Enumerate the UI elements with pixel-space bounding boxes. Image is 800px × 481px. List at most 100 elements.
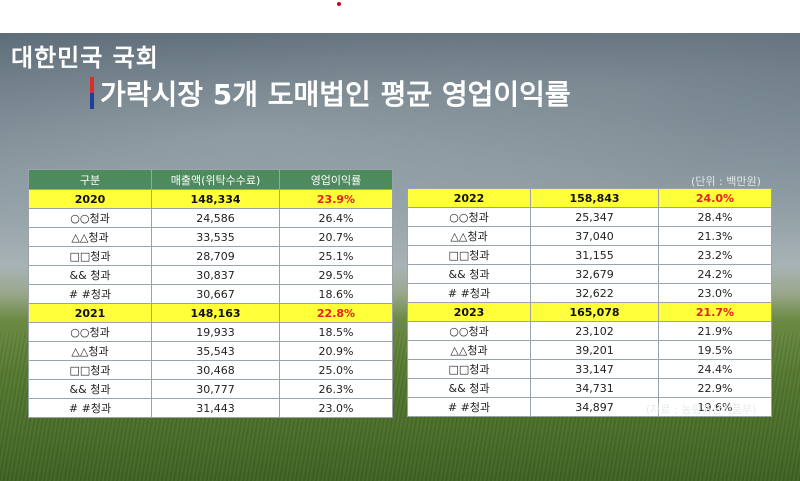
margin-cell: 26.3% [279,379,393,399]
source-note: (자료 : 농림축산식품부) [646,403,757,416]
company-cell: # #청과 [28,398,152,418]
year-summary-row: 2023 165,078 21.7% [407,302,772,322]
margin-cell: 18.6% [279,284,393,304]
data-table-left: 구분 매출액(위탁수수료) 영업이익률 2020 148,334 23.9% ○○청과… [28,169,393,418]
year-rate-cell: 22.8% [279,303,393,323]
year-rate-cell: 23.9% [279,189,393,209]
margin-cell: 24.4% [658,359,772,379]
table-row: && 청과 30,777 26.3% [28,379,393,399]
table-row: # #청과 32,622 23.0% [407,283,772,303]
top-bar [0,0,800,33]
margin-cell: 18.5% [279,322,393,342]
table-row: ○○청과 19,933 18.5% [28,322,393,342]
year-summary-row: 2021 148,163 22.8% [28,303,393,323]
table-row: && 청과 30,837 29.5% [28,265,393,285]
company-cell: □□청과 [28,360,152,380]
company-cell: ○○청과 [407,321,531,341]
table-row: □□청과 31,155 23.2% [407,245,772,265]
year-rate-cell: 24.0% [658,188,772,208]
revenue-cell: 30,667 [151,284,280,304]
company-cell: △△청과 [407,340,531,360]
margin-cell: 20.7% [279,227,393,247]
revenue-cell: 24,586 [151,208,280,228]
table-row: && 청과 34,731 22.9% [407,378,772,398]
revenue-cell: 30,777 [151,379,280,399]
broadcaster-logo: 대한민국 국회 [11,44,159,72]
header-margin: 영업이익률 [279,169,393,190]
margin-cell: 24.2% [658,264,772,284]
margin-cell: 25.1% [279,246,393,266]
revenue-cell: 39,201 [530,340,659,360]
table-row: ○○청과 25,347 28.4% [407,207,772,227]
revenue-cell: 19,933 [151,322,280,342]
red-dot-icon [337,2,341,6]
company-cell: && 청과 [407,264,531,284]
header-revenue: 매출액(위탁수수료) [151,169,280,190]
table-row: # #청과 31,443 23.0% [28,398,393,418]
margin-cell: 28.4% [658,207,772,227]
page-title: 가락시장 5개 도매법인 평균 영업이익률 [100,78,571,111]
company-cell: △△청과 [28,341,152,361]
table-header-row: 구분 매출액(위탁수수료) 영업이익률 [28,169,393,190]
revenue-cell: 34,897 [530,397,659,417]
table-row: □□청과 30,468 25.0% [28,360,393,380]
margin-cell: 23.2% [658,245,772,265]
revenue-cell: 23,102 [530,321,659,341]
company-cell: △△청과 [407,226,531,246]
company-cell: && 청과 [407,378,531,398]
table-row: # #청과 30,667 18.6% [28,284,393,304]
margin-cell: 23.0% [279,398,393,418]
revenue-cell: 30,837 [151,265,280,285]
company-cell: □□청과 [28,246,152,266]
year-cell: 2021 [28,303,152,323]
company-cell: □□청과 [407,359,531,379]
unit-note: (단위 : 백만원) [691,175,761,188]
margin-cell: 20.9% [279,341,393,361]
revenue-cell: 35,543 [151,341,280,361]
title-accent-bar [90,77,94,109]
company-cell: ○○청과 [28,208,152,228]
margin-cell: 21.9% [658,321,772,341]
table-row: △△청과 39,201 19.5% [407,340,772,360]
revenue-cell: 32,622 [530,283,659,303]
revenue-cell: 34,731 [530,378,659,398]
broadcast-frame: 대한민국 국회 가락시장 5개 도매법인 평균 영업이익률 구분 매출액(위탁수… [0,33,800,481]
company-cell: # #청과 [407,283,531,303]
table-row: ○○청과 23,102 21.9% [407,321,772,341]
data-table-right: 2022 158,843 24.0% ○○청과 25,347 28.4% △△청과 37,04… [407,188,772,417]
revenue-cell: 31,155 [530,245,659,265]
year-total-cell: 165,078 [530,302,659,322]
table-row: △△청과 35,543 20.9% [28,341,393,361]
revenue-cell: 25,347 [530,207,659,227]
year-total-cell: 158,843 [530,188,659,208]
title-block: 가락시장 5개 도매법인 평균 영업이익률 [90,73,571,113]
year-total-cell: 148,334 [151,189,280,209]
company-cell: ○○청과 [28,322,152,342]
revenue-cell: 30,468 [151,360,280,380]
year-cell: 2022 [407,188,531,208]
company-cell: && 청과 [28,265,152,285]
year-rate-cell: 21.7% [658,302,772,322]
company-cell: △△청과 [28,227,152,247]
revenue-cell: 28,709 [151,246,280,266]
table-row: △△청과 37,040 21.3% [407,226,772,246]
revenue-cell: 37,040 [530,226,659,246]
margin-cell: 21.3% [658,226,772,246]
revenue-cell: 32,679 [530,264,659,284]
margin-cell: 29.5% [279,265,393,285]
year-summary-row: 2022 158,843 24.0% [407,188,772,208]
year-cell: 2020 [28,189,152,209]
margin-cell: 19.5% [658,340,772,360]
company-cell: ○○청과 [407,207,531,227]
table-row: && 청과 32,679 24.2% [407,264,772,284]
table-row: □□청과 33,147 24.4% [407,359,772,379]
margin-cell: 25.0% [279,360,393,380]
company-cell: # #청과 [28,284,152,304]
year-summary-row: 2020 148,334 23.9% [28,189,393,209]
company-cell: □□청과 [407,245,531,265]
table-row: △△청과 33,535 20.7% [28,227,393,247]
company-cell: # #청과 [407,397,531,417]
year-cell: 2023 [407,302,531,322]
revenue-cell: 33,147 [530,359,659,379]
margin-cell: 23.0% [658,283,772,303]
